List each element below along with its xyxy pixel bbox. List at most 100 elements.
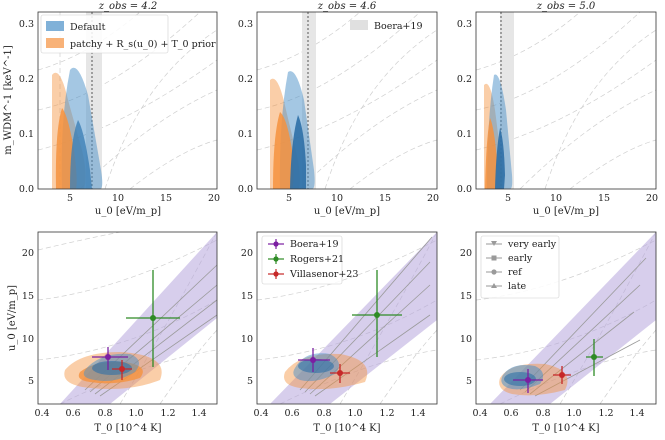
svg-text:0.4: 0.4 bbox=[472, 408, 487, 419]
svg-text:15: 15 bbox=[241, 291, 253, 302]
point-rogers bbox=[374, 312, 380, 318]
svg-text:0.6: 0.6 bbox=[284, 408, 299, 419]
svg-text:1.4: 1.4 bbox=[629, 408, 644, 419]
legend-label-boera: Boera+19 bbox=[374, 21, 423, 32]
svg-text:0.6: 0.6 bbox=[65, 408, 80, 419]
svg-text:1.0: 1.0 bbox=[566, 408, 581, 419]
default-contour-inner bbox=[504, 372, 536, 386]
default-contour-inner bbox=[495, 128, 505, 189]
svg-text:5: 5 bbox=[505, 193, 511, 204]
panel-bottom-right bbox=[476, 232, 656, 404]
panel-bottom-left bbox=[38, 232, 217, 404]
svg-text:5: 5 bbox=[67, 193, 73, 204]
legend-label-ref: ref bbox=[508, 267, 523, 278]
svg-text:10: 10 bbox=[550, 193, 562, 204]
svg-text:0.1: 0.1 bbox=[19, 129, 34, 140]
bottom-y-ticks: 5 10 15 20 5 10 15 20 5 10 15 20 bbox=[22, 248, 472, 387]
svg-text:15: 15 bbox=[160, 193, 172, 204]
svg-text:0.3: 0.3 bbox=[457, 19, 472, 30]
panel-title: z_obs = 4.6 bbox=[317, 1, 377, 12]
svg-text:10: 10 bbox=[460, 334, 472, 345]
svg-text:1.0: 1.0 bbox=[347, 408, 362, 419]
svg-text:20: 20 bbox=[241, 248, 253, 259]
point-boera bbox=[310, 357, 316, 363]
axes-frame bbox=[37, 11, 218, 190]
x-axis-label: u_0 [eV/m_p] bbox=[95, 206, 161, 217]
svg-text:0.2: 0.2 bbox=[238, 74, 253, 85]
legend-label-very-early: very early bbox=[507, 239, 557, 250]
svg-text:15: 15 bbox=[460, 291, 472, 302]
svg-text:1.4: 1.4 bbox=[191, 408, 206, 419]
point-boera bbox=[525, 377, 531, 383]
model-lines bbox=[519, 257, 647, 397]
svg-text:20: 20 bbox=[22, 248, 34, 259]
axes-frame bbox=[37, 231, 218, 405]
point-rogers bbox=[150, 315, 156, 321]
svg-text:0.8: 0.8 bbox=[316, 408, 331, 419]
legend-bottom-middle: Boera+19 Rogers+21 Villasenor+23 bbox=[261, 235, 358, 285]
legend-label-early: early bbox=[508, 253, 533, 264]
svg-text:1.2: 1.2 bbox=[160, 408, 175, 419]
svg-text:0.1: 0.1 bbox=[238, 129, 253, 140]
panel-title: z_obs = 4.2 bbox=[98, 1, 157, 12]
panel-top-middle bbox=[257, 12, 437, 189]
panel-title: z_obs = 5.0 bbox=[536, 1, 596, 12]
svg-text:20: 20 bbox=[208, 193, 220, 204]
legend-bottom-right: very early early ref late bbox=[480, 235, 560, 299]
legend-label-default: Default bbox=[70, 22, 106, 33]
x-axis-label: T_0 [10^4 K] bbox=[94, 423, 161, 434]
svg-text:0.2: 0.2 bbox=[457, 74, 472, 85]
svg-text:0.0: 0.0 bbox=[19, 184, 34, 195]
svg-text:0.3: 0.3 bbox=[238, 19, 253, 30]
svg-text:15: 15 bbox=[22, 291, 34, 302]
svg-text:20: 20 bbox=[646, 193, 658, 204]
legend-label-boera: Boera+19 bbox=[290, 239, 339, 250]
default-contour-inner bbox=[290, 115, 306, 189]
svg-text:5: 5 bbox=[28, 376, 34, 387]
svg-text:10: 10 bbox=[22, 334, 34, 345]
legend-label-villasenor: Villasenor+23 bbox=[289, 269, 358, 280]
svg-text:1.2: 1.2 bbox=[598, 408, 613, 419]
legend-top-left: Default patchy + R_s(u_0) + T_0 prior bbox=[40, 14, 216, 54]
prior-contour-inner bbox=[273, 112, 294, 189]
y-axis-label: u_0 [eV/m_p] bbox=[7, 285, 18, 351]
point-rogers bbox=[591, 354, 597, 360]
legend-swatch-boera bbox=[350, 20, 368, 30]
svg-text:0.2: 0.2 bbox=[19, 74, 34, 85]
svg-text:5: 5 bbox=[286, 193, 292, 204]
x-axis-label: u_0 [eV/m_p] bbox=[533, 206, 599, 217]
x-axis-label: T_0 [10^4 K] bbox=[532, 423, 599, 434]
legend-label-prior: patchy + R_s(u_0) + T_0 prior bbox=[70, 39, 216, 50]
default-contour-inner bbox=[70, 120, 92, 189]
model-band bbox=[490, 232, 656, 404]
x-axis-label: u_0 [eV/m_p] bbox=[314, 206, 380, 217]
svg-text:0.3: 0.3 bbox=[19, 19, 34, 30]
axes-frame bbox=[256, 231, 438, 405]
point-villasenor bbox=[337, 370, 343, 376]
svg-text:0.1: 0.1 bbox=[457, 129, 472, 140]
svg-text:15: 15 bbox=[598, 193, 610, 204]
legend-swatch-prior bbox=[46, 38, 64, 48]
svg-text:20: 20 bbox=[460, 248, 472, 259]
panel-top-right bbox=[476, 12, 656, 189]
svg-text:0.8: 0.8 bbox=[97, 408, 112, 419]
legend-label-rogers: Rogers+21 bbox=[290, 254, 344, 265]
svg-text:5: 5 bbox=[466, 376, 472, 387]
y-axis-label: m_WDM^-1 [keV^-1] bbox=[3, 45, 14, 155]
legend-label-late: late bbox=[508, 281, 527, 292]
point-boera bbox=[105, 354, 111, 360]
svg-text:1.2: 1.2 bbox=[379, 408, 394, 419]
top-y-ticks: 0.0 0.1 0.2 0.3 0.0 0.1 0.2 0.3 0.0 0.1 0.2 0.… bbox=[19, 19, 472, 195]
svg-text:10: 10 bbox=[112, 193, 124, 204]
svg-text:1.0: 1.0 bbox=[128, 408, 143, 419]
svg-text:5: 5 bbox=[247, 376, 253, 387]
point-villasenor bbox=[559, 372, 565, 378]
bottom-x-ticks: 0.4 0.6 0.8 1.0 1.2 1.4 0.4 0.6 0.8 1.0 1.2 1.4 0.… bbox=[34, 408, 644, 419]
svg-text:0.4: 0.4 bbox=[34, 408, 49, 419]
svg-text:10: 10 bbox=[331, 193, 343, 204]
svg-text:0.0: 0.0 bbox=[457, 184, 472, 195]
legend-top-middle: Boera+19 bbox=[350, 20, 423, 32]
svg-text:1.4: 1.4 bbox=[410, 408, 425, 419]
default-contour-inner bbox=[298, 359, 334, 373]
